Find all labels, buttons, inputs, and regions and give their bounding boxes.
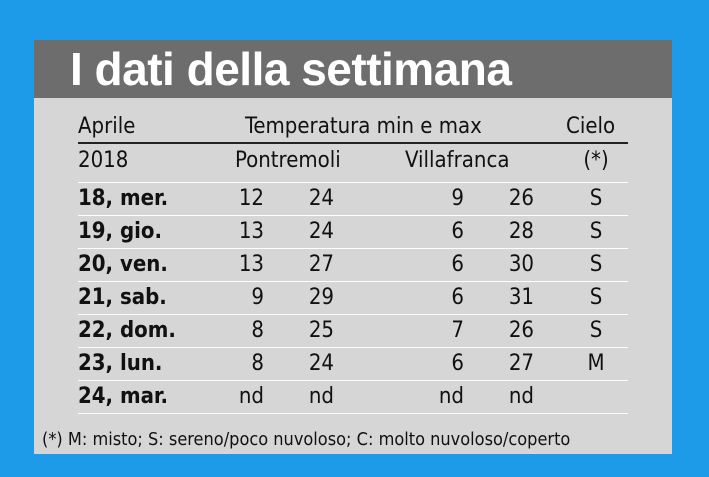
cell-villafranca-max: 28 xyxy=(508,219,534,244)
cell-pontremoli-min: 13 xyxy=(238,219,264,244)
cell-sky: M xyxy=(587,351,605,376)
cell-pontremoli-max: 24 xyxy=(308,186,334,211)
row-separator xyxy=(78,248,628,249)
row-separator xyxy=(78,380,628,381)
cell-day: 24, mar. xyxy=(78,384,169,409)
cell-pontremoli-max: 29 xyxy=(308,285,334,310)
cell-villafranca-min: 6 xyxy=(451,285,464,310)
cell-villafranca-max: nd xyxy=(508,384,534,409)
cell-villafranca-min: 6 xyxy=(451,219,464,244)
row-separator xyxy=(78,314,628,315)
cell-villafranca-max: 26 xyxy=(508,318,534,343)
cell-pontremoli-min: 12 xyxy=(238,186,264,211)
cell-villafranca-max: 30 xyxy=(508,252,534,277)
cell-day: 18, mer. xyxy=(78,186,169,211)
page-title: I dati della settimana xyxy=(70,43,512,95)
cell-pontremoli-max: 24 xyxy=(308,351,334,376)
cell-day: 21, sab. xyxy=(78,285,167,310)
cell-villafranca-max: 27 xyxy=(508,351,534,376)
cell-pontremoli-max: 24 xyxy=(308,219,334,244)
cell-pontremoli-max: 25 xyxy=(308,318,334,343)
cell-sky: S xyxy=(589,186,603,211)
cell-pontremoli-min: 9 xyxy=(251,285,264,310)
title-bar: I dati della settimana xyxy=(34,40,672,98)
cell-sky: S xyxy=(589,285,603,310)
cell-villafranca-min: 6 xyxy=(451,252,464,277)
row-separator xyxy=(78,182,628,183)
cell-villafranca-max: 26 xyxy=(508,186,534,211)
cell-day: 23, lun. xyxy=(78,351,163,376)
cell-villafranca-min: 7 xyxy=(451,318,464,343)
header-temperature: Temperatura min e max xyxy=(245,114,482,139)
cell-sky: S xyxy=(589,219,603,244)
header-sky: Cielo xyxy=(566,114,616,139)
cell-villafranca-min: nd xyxy=(438,384,464,409)
header-month: Aprile xyxy=(78,114,136,139)
cell-day: 20, ven. xyxy=(78,252,168,277)
cell-villafranca-min: 9 xyxy=(451,186,464,211)
row-separator xyxy=(78,215,628,216)
cell-pontremoli-max: 27 xyxy=(308,252,334,277)
cell-day: 22, dom. xyxy=(78,318,176,343)
cell-pontremoli-max: nd xyxy=(308,384,334,409)
weather-panel: I dati della settimana Aprile Temperatur… xyxy=(34,40,672,454)
header-underline xyxy=(78,142,628,144)
cell-sky: S xyxy=(589,318,603,343)
cell-pontremoli-min: 8 xyxy=(251,318,264,343)
header-year: 2018 xyxy=(78,148,129,173)
cell-day: 19, gio. xyxy=(78,219,163,244)
cell-sky: S xyxy=(589,252,603,277)
cell-pontremoli-min: 13 xyxy=(238,252,264,277)
footnote: (*) M: misto; S: sereno/poco nuvoloso; C… xyxy=(42,429,571,450)
row-separator xyxy=(78,347,628,348)
cell-villafranca-max: 31 xyxy=(508,285,534,310)
cell-pontremoli-min: nd xyxy=(238,384,264,409)
header-city-pontremoli: Pontremoli xyxy=(235,148,341,173)
cell-pontremoli-min: 8 xyxy=(251,351,264,376)
row-separator xyxy=(78,413,628,414)
header-sky-note: (*) xyxy=(583,148,609,173)
cell-villafranca-min: 6 xyxy=(451,351,464,376)
header-city-villafranca: Villafranca xyxy=(405,148,510,173)
row-separator xyxy=(78,281,628,282)
